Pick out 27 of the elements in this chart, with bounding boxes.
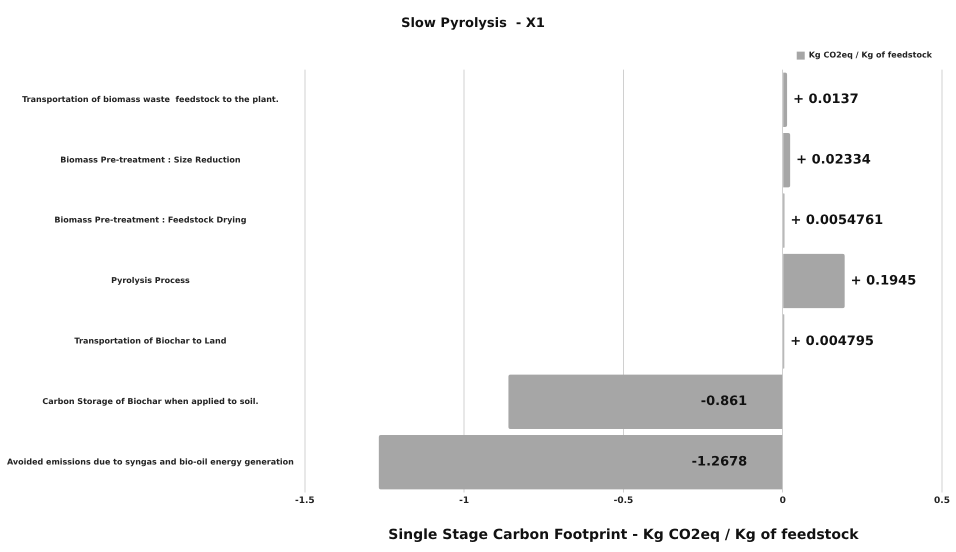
y-tick-label: Pyrolysis Process [111,276,190,286]
x-tick-label: 0 [780,496,786,506]
x-tick-label: 0.5 [934,496,950,506]
bar [783,133,790,188]
y-tick-label: Transportation of Biochar to Land [74,336,227,346]
data-label: -1.2678 [692,454,748,470]
data-label: + 0.0137 [793,92,859,108]
data-label: + 0.1945 [850,273,916,288]
legend-label: Kg CO2eq / Kg of feedstock [808,50,933,60]
x-tick-label: -1.5 [295,496,315,506]
y-tick-label: Transportation of biomass waste feedstock to the plant. [22,94,279,104]
data-label: + 0.02334 [796,152,871,168]
x-tick-label: -0.5 [614,496,634,506]
data-label: -0.861 [700,394,748,410]
x-axis-title: Single Stage Carbon Footprint - Kg CO2eq / Kg of feedstock [388,527,860,544]
y-tick-label: Biomass Pre-treatment : Size Reduction [60,155,241,164]
bar [508,374,782,429]
x-tick-label: -1 [459,496,470,506]
y-tick-label: Carbon Storage of Biochar when applied to soil. [42,396,258,406]
y-tick-label: Biomass Pre-treatment : Feedstock Drying [54,216,247,225]
bar [378,435,782,490]
data-label: + 0.0054761 [790,212,884,228]
bar [783,254,845,308]
chart-title: Slow Pyrolysis - X1 [401,16,545,32]
bar [783,72,788,127]
y-tick-label: Avoided emissions due to syngas and bio-oil energy generation [6,457,294,466]
data-label: + 0.004795 [790,334,874,349]
